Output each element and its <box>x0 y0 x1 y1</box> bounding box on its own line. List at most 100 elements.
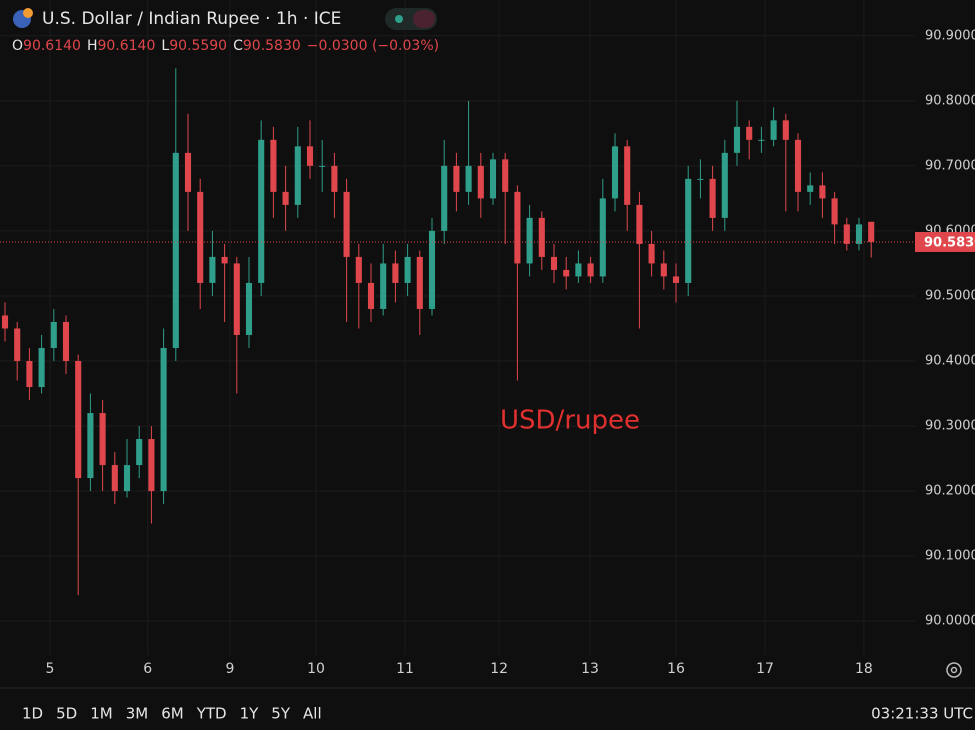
candle-body <box>489 159 497 199</box>
candle-body <box>624 146 631 205</box>
candle-body <box>184 152 192 192</box>
candle-body <box>99 413 106 466</box>
candle-body <box>38 347 45 388</box>
candle-body <box>648 243 655 264</box>
range-button[interactable]: YTD <box>196 705 227 723</box>
candle-body <box>136 439 143 466</box>
y-tick-label: 90.5000 <box>925 288 975 303</box>
y-tick-label: 90.4000 <box>925 353 975 368</box>
annotation: USD/rupee <box>500 406 640 436</box>
candle-body <box>685 178 692 283</box>
candle-body <box>477 165 484 199</box>
candle-body <box>733 126 741 153</box>
x-tick-label: 16 <box>667 661 685 677</box>
candle-body <box>404 256 411 283</box>
range-button[interactable]: All <box>303 705 322 723</box>
candle-body <box>758 139 765 141</box>
status-dot <box>395 15 403 23</box>
candle-body <box>794 139 802 192</box>
candle-body <box>319 165 326 167</box>
candle-body <box>514 191 521 264</box>
x-tick-label: 11 <box>396 661 414 677</box>
candle-body <box>233 263 240 335</box>
x-tick-label: 13 <box>581 661 599 677</box>
last-price-tag <box>915 231 975 252</box>
candle-body <box>367 282 375 309</box>
range-button[interactable]: 5D <box>56 705 77 723</box>
y-tick-label: 90.3000 <box>925 419 975 434</box>
candle-body <box>75 360 82 479</box>
range-button[interactable]: 6M <box>161 705 184 723</box>
ohlc-key: H <box>87 38 98 54</box>
range-button[interactable]: 5Y <box>271 705 291 723</box>
y-tick-label: 90.2000 <box>925 484 975 499</box>
range-button[interactable]: 1M <box>90 705 113 723</box>
candle-body <box>831 198 838 225</box>
ohlc-value: 90.6140 <box>23 38 81 54</box>
candle-body <box>123 465 131 492</box>
candle-body <box>428 230 436 309</box>
ohlc-key: L <box>161 38 169 54</box>
candle-body <box>416 256 423 309</box>
candle-body <box>160 347 167 492</box>
settings-ring[interactable] <box>946 662 962 678</box>
settings-core[interactable] <box>950 666 958 674</box>
candle-body <box>111 465 118 492</box>
ohlc-header: O90.6140 H90.6140 L90.5590 C90.5830 −0.0300 … <box>12 38 439 54</box>
candle-body <box>258 139 265 283</box>
candle-body <box>868 221 875 242</box>
candle-body <box>355 256 362 283</box>
x-tick-label: 12 <box>490 661 508 677</box>
range-button[interactable]: 3M <box>126 705 149 723</box>
candle-body <box>746 126 753 140</box>
candle-body <box>721 152 728 218</box>
candle-body <box>770 120 777 140</box>
ohlc-key: C <box>233 38 243 54</box>
candle-body <box>502 159 509 192</box>
range-button[interactable]: 1Y <box>240 705 260 723</box>
x-tick-label: 17 <box>756 661 774 677</box>
candle-body <box>197 191 204 283</box>
settings-icon[interactable] <box>946 662 962 678</box>
candle-body <box>843 224 850 244</box>
candle-body <box>441 165 448 231</box>
candle-body <box>636 204 643 244</box>
candle-body <box>672 276 680 283</box>
chart-title: U.S. Dollar / Indian Rupee · 1h · ICE <box>42 9 341 29</box>
candle-body <box>380 263 387 309</box>
candle-body <box>245 282 253 335</box>
x-tick-label: 5 <box>46 661 55 677</box>
candle-body <box>343 191 350 257</box>
candle-body <box>331 165 338 192</box>
candle-body <box>14 328 21 361</box>
candle-body <box>1 315 9 329</box>
range-button[interactable]: 1D <box>22 705 43 723</box>
candle-body <box>709 178 716 218</box>
y-tick-label: 90.9000 <box>925 28 975 43</box>
candle-body <box>550 256 558 270</box>
candle-body <box>855 224 863 244</box>
y-tick-label: 90.7000 <box>925 158 975 173</box>
candle-body <box>465 165 472 192</box>
candle-body <box>50 321 57 348</box>
x-tick-label: 6 <box>143 661 152 677</box>
candle-body <box>270 139 277 192</box>
x-tick-label: 10 <box>307 661 325 677</box>
candle-body <box>697 178 704 180</box>
candle-body <box>819 185 826 199</box>
y-tick-label: 90.1000 <box>925 549 975 564</box>
candle-body <box>221 256 228 264</box>
candle-body <box>294 146 301 205</box>
y-tick-label: 90.8000 <box>925 93 975 108</box>
ohlc-value: 90.6140 <box>97 38 155 54</box>
flag-icon-2 <box>23 8 33 18</box>
y-tick-label: 90.0000 <box>925 614 975 629</box>
ohlc-key: O <box>12 38 23 54</box>
last-price-label: 90.5830 <box>924 235 975 250</box>
candle-body <box>453 165 460 192</box>
candle-body <box>87 413 94 479</box>
x-tick-label: 18 <box>855 661 873 677</box>
ohlc-value: 90.5590 <box>169 38 227 54</box>
